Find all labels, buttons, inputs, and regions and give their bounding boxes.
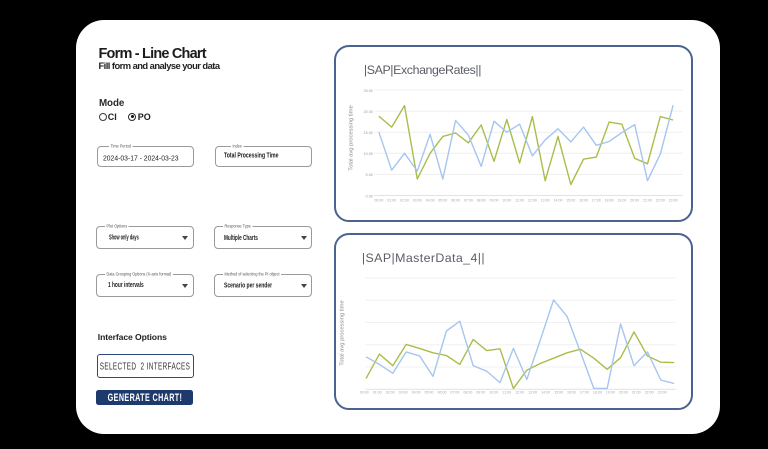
svg-text:12:00: 12:00: [528, 198, 537, 202]
svg-text:03:00: 03:00: [399, 391, 408, 395]
svg-text:0.00: 0.00: [366, 194, 373, 198]
svg-text:5.00: 5.00: [366, 173, 373, 177]
svg-text:00:00: 00:00: [374, 198, 383, 202]
svg-text:14:00: 14:00: [554, 198, 563, 202]
svg-text:04:00: 04:00: [426, 198, 435, 202]
svg-text:01:00: 01:00: [373, 391, 382, 395]
svg-text:20:00: 20:00: [619, 391, 628, 395]
svg-text:02:00: 02:00: [400, 198, 409, 202]
svg-text:03:00: 03:00: [413, 198, 422, 202]
svg-text:08:00: 08:00: [477, 198, 486, 202]
svg-text:15:00: 15:00: [566, 198, 575, 202]
svg-text:21:00: 21:00: [632, 391, 641, 395]
svg-text:10:00: 10:00: [502, 198, 511, 202]
svg-text:07:00: 07:00: [464, 198, 473, 202]
svg-text:Total avg processing time: Total avg processing time: [349, 105, 355, 170]
svg-text:04:00: 04:00: [412, 391, 421, 395]
svg-text:02:00: 02:00: [386, 391, 395, 395]
svg-text:06:00: 06:00: [451, 198, 460, 202]
svg-text:20.00: 20.00: [364, 110, 373, 114]
svg-text:16:00: 16:00: [579, 198, 588, 202]
svg-text:20:00: 20:00: [630, 198, 639, 202]
svg-text:16:00: 16:00: [567, 391, 576, 395]
svg-text:08:00: 08:00: [463, 391, 472, 395]
svg-text:22:00: 22:00: [645, 391, 654, 395]
svg-text:15.00: 15.00: [364, 131, 373, 135]
svg-text:05:00: 05:00: [425, 391, 434, 395]
svg-text:11:00: 11:00: [502, 391, 511, 395]
svg-text:23:00: 23:00: [669, 198, 678, 202]
svg-text:05:00: 05:00: [438, 198, 447, 202]
svg-text:23:00: 23:00: [658, 391, 667, 395]
svg-text:25.00: 25.00: [364, 89, 373, 93]
svg-text:13:00: 13:00: [528, 391, 537, 395]
svg-text:00:00: 00:00: [360, 391, 369, 395]
svg-text:21:00: 21:00: [643, 198, 652, 202]
svg-text:19:00: 19:00: [617, 198, 626, 202]
svg-text:07:00: 07:00: [450, 391, 459, 395]
svg-text:15:00: 15:00: [554, 391, 563, 395]
svg-text:09:00: 09:00: [476, 391, 485, 395]
svg-text:14:00: 14:00: [541, 391, 550, 395]
svg-text:01:00: 01:00: [387, 198, 396, 202]
svg-text:17:00: 17:00: [592, 198, 601, 202]
svg-text:06:00: 06:00: [438, 391, 447, 395]
svg-text:12:00: 12:00: [515, 391, 524, 395]
svg-text:13:00: 13:00: [541, 198, 550, 202]
svg-text:22:00: 22:00: [656, 198, 665, 202]
svg-text:18:00: 18:00: [605, 198, 614, 202]
svg-text:17:00: 17:00: [580, 391, 589, 395]
svg-text:10:00: 10:00: [489, 391, 498, 395]
svg-text:18:00: 18:00: [593, 391, 602, 395]
svg-text:Total avg processing time: Total avg processing time: [340, 300, 346, 365]
svg-text:09:00: 09:00: [490, 198, 499, 202]
svg-text:19:00: 19:00: [606, 391, 615, 395]
svg-text:10.00: 10.00: [364, 152, 373, 156]
svg-text:11:00: 11:00: [515, 198, 524, 202]
